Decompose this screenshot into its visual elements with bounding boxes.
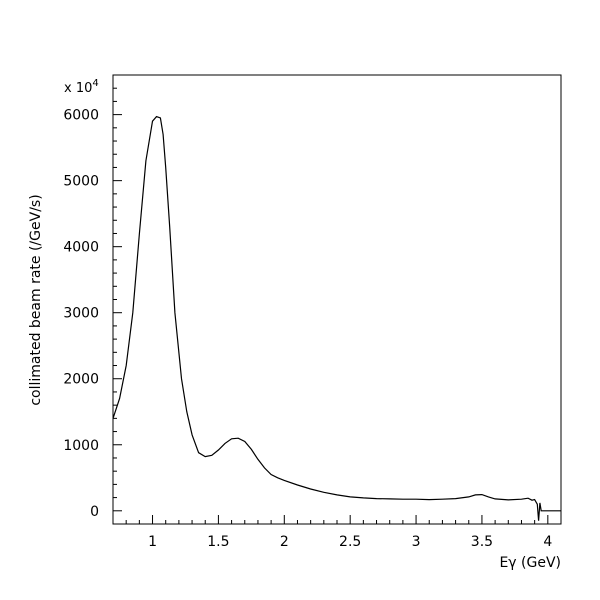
y-axis-multiplier: x 104 [64,78,99,96]
x-axis-label: Eγ (GeV) [499,555,561,571]
y-tick-label: 0 [90,504,99,520]
x-tick-label: 2.5 [339,534,361,550]
x-tick-label: 1 [148,534,157,550]
y-axis-label: collimated beam rate (/GeV/s) [28,194,44,405]
x-axis-ticks: 1 1.5 2 2.5 3 3.5 4 [112,515,562,550]
y-tick-label: 1000 [63,438,99,454]
x-tick-label: 4 [543,534,552,550]
plot-frame [112,74,562,525]
x-tick-label: 1.5 [207,534,229,550]
x-tick-label: 3 [412,534,421,550]
y-tick-label: 4000 [63,240,99,256]
series-line [112,115,561,521]
y-axis-ticks: 0 1000 2000 3000 4000 5000 6000 [63,74,122,525]
y-tick-label: 3000 [63,306,99,322]
y-axis-multiplier-exponent: 4 [92,78,98,89]
y-tick-label: 5000 [63,174,99,190]
y-tick-label: 6000 [63,108,99,124]
y-tick-label: 2000 [63,372,99,388]
x-tick-label: 2 [280,534,289,550]
x-tick-label: 3.5 [471,534,493,550]
